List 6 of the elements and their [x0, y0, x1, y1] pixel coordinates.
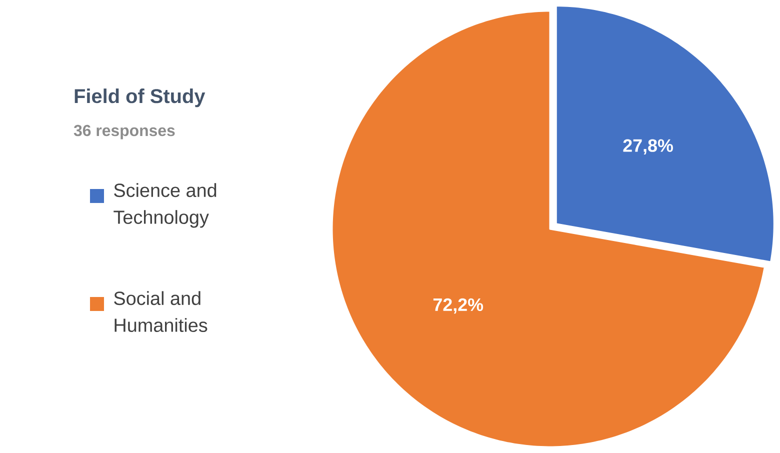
text: Field of Study	[74, 88, 206, 108]
text: 36 responses	[74, 124, 175, 140]
data-label: 27,8%	[623, 139, 673, 154]
legend-label: Social and Humanities	[114, 291, 208, 332]
data-label: 72,2%	[433, 298, 484, 314]
legend-label: Science and Technology	[114, 183, 216, 228]
